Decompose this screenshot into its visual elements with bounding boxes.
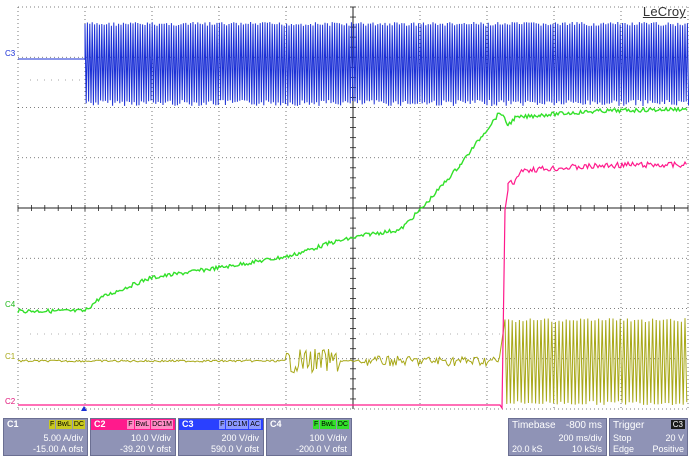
channel-header-c3: C3 F DC1M AC [179, 419, 263, 430]
trigger-type: Edge [613, 444, 635, 454]
waveform-c3 [18, 21, 689, 107]
trigger-slope: Positive [652, 444, 684, 454]
trigger-label: Trigger [613, 420, 645, 431]
waveform-c4 [17, 106, 688, 315]
channel-offset: -15.00 A ofst [32, 444, 83, 454]
channel-marker-c1: C1 [5, 352, 16, 361]
waveform-c1 [17, 318, 688, 406]
trigger-source: C3 [670, 420, 685, 429]
channel-scale: 100 V/div [309, 433, 347, 443]
waveform-c2 [18, 160, 688, 410]
flag-full: F [48, 420, 56, 429]
timebase-box[interactable]: Timebase -800 ms 200 ms/div 20.0 kS 10 k… [508, 418, 607, 456]
flag-coupling: DC [336, 420, 349, 429]
channel-name: C4 [270, 419, 282, 429]
timebase-delay: -800 ms [565, 420, 602, 431]
channel-scale: 200 V/div [221, 433, 259, 443]
channel-box-c2[interactable]: C2 F BwL DC1M 10.0 V/div -39.20 V ofst [90, 418, 176, 456]
channel-box-c3[interactable]: C3 F DC1M AC 200 V/div 590.0 V ofst [178, 418, 264, 456]
waveform-grid [17, 6, 689, 411]
flag-coupling: DC [72, 420, 85, 429]
channel-box-c4[interactable]: C4 F BwL DC 100 V/div -200.0 V ofst [266, 418, 352, 456]
channel-scale: 5.00 A/div [43, 433, 83, 443]
channel-offset: -200.0 V ofst [295, 444, 347, 454]
channel-name: C2 [94, 419, 106, 429]
channel-header-c1: C1 F BwL DC [4, 419, 87, 430]
channel-scale: 10.0 V/div [130, 433, 171, 443]
trigger-mode: Stop [613, 433, 632, 443]
flag-coupling: DC1M [226, 420, 249, 429]
flag-ac: AC [249, 420, 261, 429]
timebase-label: Timebase [512, 420, 556, 431]
flag-bandwidth-limit: BwL [134, 420, 151, 429]
flag-full: F [312, 420, 320, 429]
channel-header-c2: C2 F BwL DC1M [91, 419, 175, 430]
flag-bandwidth-limit: BwL [56, 420, 72, 429]
flag-coupling: DC1M [151, 420, 173, 429]
timebase-rate: 10 kS/s [571, 444, 602, 454]
channel-box-c1[interactable]: C1 F BwL DC 5.00 A/div -15.00 A ofst [3, 418, 88, 456]
trigger-arrow-icon [81, 406, 87, 411]
channel-marker-c2: C2 [5, 397, 16, 406]
timebase-per-div: 200 ms/div [558, 433, 602, 443]
timebase-samples: 20.0 kS [512, 444, 543, 454]
flag-bandwidth-limit: BwL [320, 420, 336, 429]
trigger-level: 20 V [665, 433, 684, 443]
flag-full: F [219, 420, 226, 429]
trigger-box[interactable]: Trigger C3 Stop 20 V Edge Positive [609, 418, 688, 456]
channel-offset: 590.0 V ofst [210, 444, 259, 454]
channel-offset: -39.20 V ofst [119, 444, 171, 454]
channel-marker-c4: C4 [5, 300, 16, 309]
channel-name: C1 [7, 419, 19, 429]
channel-name: C3 [182, 419, 194, 429]
flag-full: F [127, 420, 134, 429]
lecroy-logo: LeCroy [642, 4, 686, 19]
channel-header-c4: C4 F BwL DC [267, 419, 351, 430]
channel-marker-c3: C3 [5, 49, 16, 58]
